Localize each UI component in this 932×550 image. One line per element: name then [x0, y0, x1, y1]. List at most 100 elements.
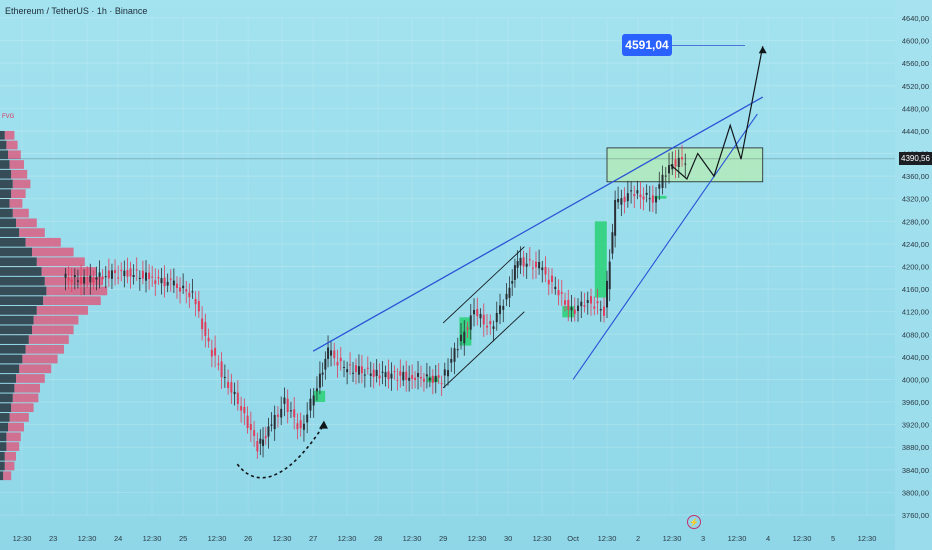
- candle-body: [172, 280, 175, 286]
- candle-body: [541, 267, 544, 271]
- x-tick-label: 5: [831, 534, 835, 543]
- candle-body: [664, 175, 667, 177]
- candle-body: [175, 283, 178, 288]
- volume-profile-sell: [22, 354, 58, 364]
- x-tick-label: 12:30: [338, 534, 357, 543]
- candle-body: [528, 259, 531, 261]
- projected-path: [670, 46, 764, 180]
- volume-profile-buy: [0, 257, 37, 267]
- candle-body: [101, 276, 104, 280]
- candle-body: [126, 270, 129, 277]
- candle-body: [354, 365, 357, 372]
- candle-body: [642, 196, 645, 200]
- candle-body: [95, 277, 98, 280]
- candle-body: [86, 277, 89, 279]
- volume-profile-sell: [12, 179, 31, 189]
- candle-body: [519, 257, 522, 266]
- volume-profile-sell: [9, 199, 23, 208]
- candle-body: [280, 408, 283, 418]
- x-tick-label: 12:30: [728, 534, 747, 543]
- candle-body: [120, 269, 123, 271]
- y-tick-label: 4000,00: [902, 375, 929, 384]
- candle-body: [246, 415, 249, 428]
- y-tick-label: 4440,00: [902, 127, 929, 136]
- candle-body: [312, 395, 315, 406]
- candle-body: [570, 307, 573, 311]
- volume-profile-buy: [0, 403, 12, 413]
- x-tick-label: 24: [114, 534, 122, 543]
- lightning-icon[interactable]: ⚡: [687, 515, 701, 529]
- y-tick-label: 4080,00: [902, 330, 929, 339]
- candle-body: [648, 198, 651, 200]
- volume-profile-sell: [4, 451, 16, 461]
- candle-body: [249, 424, 252, 431]
- candle-body: [378, 375, 381, 379]
- volume-profile-buy: [0, 354, 23, 364]
- candle-body: [163, 277, 166, 287]
- candle-body: [236, 392, 239, 404]
- resistance-zone[interactable]: [606, 147, 764, 183]
- candle-body: [148, 272, 151, 280]
- candle-body: [369, 373, 372, 376]
- volume-profile-buy: [0, 344, 26, 354]
- volume-profile-sell: [12, 393, 39, 403]
- volume-profile-buy: [0, 276, 45, 286]
- x-tick-label: 12:30: [13, 534, 32, 543]
- chart-title: Ethereum / TetherUS · 1h · Binance: [5, 6, 148, 16]
- candle-body: [661, 174, 664, 188]
- volume-profile-buy: [0, 315, 34, 325]
- candle-body: [399, 371, 402, 376]
- candle-body: [453, 348, 456, 362]
- candle-body: [117, 277, 120, 279]
- lower-trendline: [572, 113, 758, 380]
- y-tick-label: 4280,00: [902, 217, 929, 226]
- volume-profile-sell: [28, 335, 69, 344]
- candle-body: [306, 414, 309, 423]
- candle-body: [603, 306, 606, 316]
- volume-profile-sell: [25, 237, 61, 247]
- volume-profile-sell: [11, 189, 26, 199]
- x-tick-label: 12:30: [403, 534, 422, 543]
- volume-profile-buy: [0, 471, 4, 481]
- candle-body: [264, 436, 267, 439]
- target-price-label: 4591,04: [622, 34, 672, 56]
- candle-body: [538, 261, 541, 269]
- y-tick-label: 3920,00: [902, 421, 929, 430]
- candle-body: [315, 388, 318, 392]
- candle-body: [366, 367, 369, 369]
- candle-body: [293, 409, 296, 418]
- candle-body: [554, 286, 557, 290]
- candle-body: [154, 280, 157, 284]
- candle-body: [336, 361, 339, 366]
- x-tick-label: 29: [439, 534, 447, 543]
- candle-body: [230, 382, 233, 393]
- candle-body: [564, 300, 567, 305]
- candle-body: [437, 375, 440, 378]
- volume-profile-buy: [0, 393, 13, 403]
- candle-body: [639, 194, 642, 198]
- candle-body: [201, 318, 204, 330]
- x-tick-label: 30: [504, 534, 512, 543]
- candle-body: [349, 364, 352, 366]
- candle-body: [651, 195, 654, 203]
- volume-profile-sell: [11, 403, 34, 413]
- candle-body: [425, 374, 428, 377]
- candle-body: [456, 349, 459, 351]
- candle-body: [492, 326, 495, 329]
- x-tick-label: 12:30: [143, 534, 162, 543]
- candle-body: [243, 406, 246, 414]
- candle-body: [267, 426, 270, 437]
- volume-profile-buy: [0, 179, 13, 189]
- current-price-label: 4390,56: [899, 152, 932, 165]
- candle-body: [482, 314, 485, 325]
- candle-body: [223, 376, 226, 378]
- volume-profile-sell: [32, 325, 74, 335]
- volume-profile-sell: [12, 208, 29, 218]
- x-tick-label: 12:30: [663, 534, 682, 543]
- candle-body: [535, 261, 538, 268]
- candle-body: [214, 347, 217, 356]
- y-tick-label: 4600,00: [902, 37, 929, 46]
- candle-body: [580, 301, 583, 307]
- candle-body: [630, 190, 633, 192]
